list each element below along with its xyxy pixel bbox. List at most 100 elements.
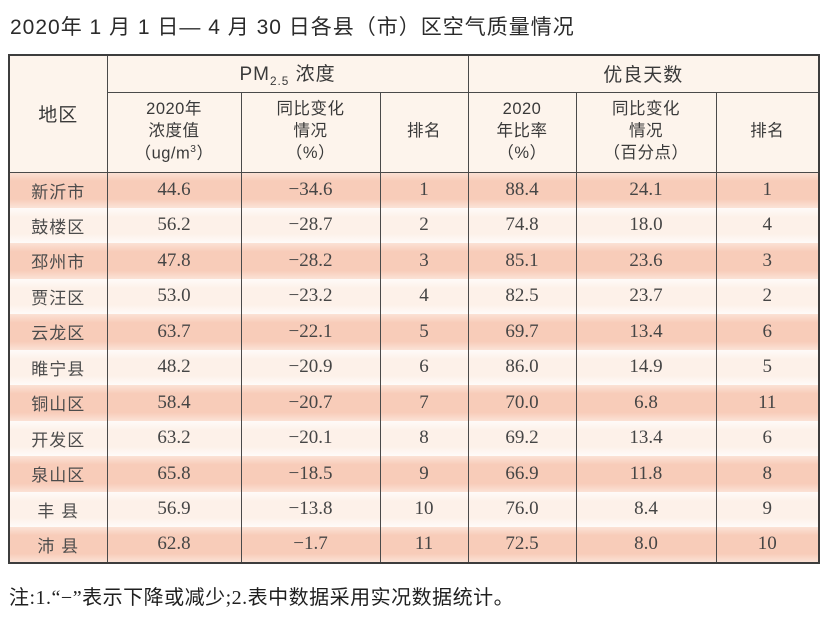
pm-rank-cell: 11 [379,527,469,563]
col-group-pm25: PM2.5 浓度 [106,55,469,93]
ratio-cell: 82.5 [467,278,577,314]
air-quality-table: 地区 PM2.5 浓度 优良天数 2020年 浓度值 （ug/m3） 同比变化 … [8,54,821,564]
pm-rank-cell: 6 [379,349,469,385]
region-cell: 沛 县 [8,527,108,563]
pm-change-cell: −22.1 [240,314,381,350]
ratio-cell: 70.0 [467,385,577,421]
pm-rank-cell: 10 [379,491,469,527]
ratio-cell: 76.0 [467,491,577,527]
table-header: 地区 PM2.5 浓度 优良天数 2020年 浓度值 （ug/m3） 同比变化 … [8,55,820,173]
pm-value-cell: 53.0 [106,278,242,314]
ratio-change-cell: 8.4 [575,491,717,527]
ratio-change-cell: 6.8 [575,385,717,421]
ratio-change-cell: 13.4 [575,420,717,456]
pm-rank-cell: 8 [379,420,469,456]
ratio-cell: 72.5 [467,527,577,563]
ratio-rank-cell: 10 [715,527,820,563]
col-group-good-days: 优良天数 [467,55,820,93]
ratio-rank-cell: 9 [715,491,820,527]
col-header-region: 地区 [8,55,108,173]
table-row: 丰 县 56.9 −13.8 10 76.0 8.4 9 [8,491,820,527]
region-cell: 开发区 [8,420,108,456]
region-cell: 贾汪区 [8,278,108,314]
pm-value-unit-sup: 3 [190,143,197,155]
ratio-rank-cell: 2 [715,278,820,314]
ratio-change-cell: 8.0 [575,527,717,563]
pm-change-line3: （%） [285,143,336,162]
ratio-line2: 年比率 [496,122,548,141]
region-cell: 泉山区 [8,456,108,492]
col-header-ratio: 2020 年比率 （%） [467,92,577,173]
ratio-change-cell: 23.7 [575,278,717,314]
col-header-ratio-rank: 排名 [715,92,820,173]
pm25-label-suffix: 浓度 [289,64,336,86]
pm-value-cell: 44.6 [106,172,242,208]
table-row: 云龙区 63.7 −22.1 5 69.7 13.4 6 [8,314,820,350]
table-row: 鼓楼区 56.2 −28.7 2 74.8 18.0 4 [8,207,820,243]
table-body: 新沂市 44.6 −34.6 1 88.4 24.1 1 鼓楼区 56.2 −28.7 2 74.8 1… [8,172,820,563]
ratio-change-line1: 同比变化 [612,100,681,119]
table-row: 铜山区 58.4 −20.7 7 70.0 6.8 11 [8,385,820,421]
pm-rank-cell: 7 [379,385,469,421]
col-header-pm-value: 2020年 浓度值 （ug/m3） [106,92,242,173]
pm-change-cell: −20.7 [240,385,381,421]
ratio-change-line3: （百分点） [603,143,689,162]
pm-rank-cell: 1 [379,172,469,208]
pm25-label-prefix: PM [239,64,270,86]
table-row: 睢宁县 48.2 −20.9 6 86.0 14.9 5 [8,349,820,385]
pm-change-line1: 同比变化 [276,100,345,119]
ratio-change-cell: 13.4 [575,314,717,350]
ratio-cell: 85.1 [467,243,577,279]
ratio-change-cell: 18.0 [575,207,717,243]
ratio-rank-cell: 6 [715,420,820,456]
pm-value-unit-pre: （ug/m [134,144,191,163]
ratio-rank-cell: 1 [715,172,820,208]
ratio-rank-cell: 4 [715,207,820,243]
ratio-change-cell: 23.6 [575,243,717,279]
pm-change-cell: −28.7 [240,207,381,243]
pm-value-cell: 48.2 [106,349,242,385]
pm-value-cell: 65.8 [106,456,242,492]
ratio-rank-cell: 11 [715,385,820,421]
table-row: 新沂市 44.6 −34.6 1 88.4 24.1 1 [8,172,820,208]
col-header-pm-change: 同比变化 情况 （%） [240,92,381,173]
ratio-cell: 69.7 [467,314,577,350]
ratio-change-cell: 11.8 [575,456,717,492]
ratio-cell: 86.0 [467,349,577,385]
pm-value-line2: 浓度值 [148,121,200,140]
region-cell: 铜山区 [8,385,108,421]
pm-change-cell: −18.5 [240,456,381,492]
pm-value-line1: 2020年 [146,100,202,119]
region-cell: 新沂市 [8,172,108,208]
pm-value-unit-post: ） [196,144,214,163]
table-row: 沛 县 62.8 −1.7 11 72.5 8.0 10 [8,527,820,563]
pm-change-cell: −1.7 [240,527,381,563]
table-row: 贾汪区 53.0 −23.2 4 82.5 23.7 2 [8,278,820,314]
ratio-cell: 88.4 [467,172,577,208]
ratio-change-line2: 情况 [629,122,664,141]
ratio-change-cell: 24.1 [575,172,717,208]
pm-value-cell: 58.4 [106,385,242,421]
pm-rank-cell: 4 [379,278,469,314]
pm-change-line2: 情况 [293,122,328,141]
pm-change-cell: −20.1 [240,420,381,456]
page-title: 2020年 1 月 1 日— 4 月 30 日各县（市）区空气质量情况 [10,16,575,39]
pm-value-cell: 56.2 [106,207,242,243]
ratio-line1: 2020 [502,100,542,119]
pm-change-cell: −23.2 [240,278,381,314]
table-row: 开发区 63.2 −20.1 8 69.2 13.4 6 [8,420,820,456]
pm-rank-cell: 9 [379,456,469,492]
pm25-label-subscript: 2.5 [269,75,290,89]
pm-rank-cell: 2 [379,207,469,243]
ratio-line3: （%） [497,143,547,162]
region-cell: 邳州市 [8,243,108,279]
pm-value-cell: 63.7 [106,314,242,350]
pm-value-cell: 63.2 [106,420,242,456]
ratio-rank-cell: 5 [715,349,820,385]
pm-change-cell: −13.8 [240,491,381,527]
ratio-cell: 66.9 [467,456,577,492]
pm-change-cell: −34.6 [240,172,381,208]
region-cell: 云龙区 [8,314,108,350]
ratio-rank-cell: 8 [715,456,820,492]
footnote: 注:1.“−”表示下降或减少;2.表中数据采用实况数据统计。 [9,586,515,609]
